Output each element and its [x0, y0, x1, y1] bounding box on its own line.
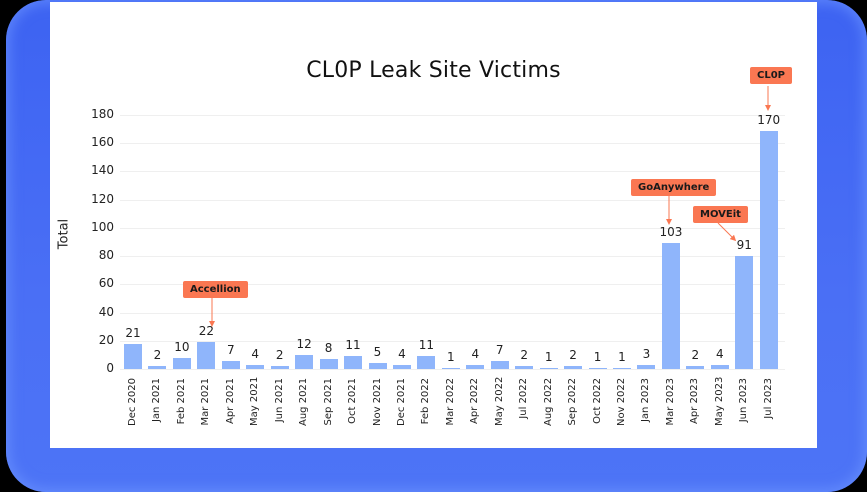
y-tick-label: 80 — [98, 248, 114, 263]
gridline — [120, 340, 785, 342]
bar-value-label: 4 — [251, 346, 260, 361]
gridline — [120, 312, 785, 314]
bar-value-label: 12 — [296, 336, 312, 351]
bar — [172, 357, 191, 369]
bar-value-label: 2 — [275, 348, 284, 363]
bar-value-label: 8 — [324, 341, 333, 356]
bar-value-label: 4 — [398, 346, 406, 361]
bar-value-label: 22 — [198, 324, 214, 339]
bar-value-label: 3 — [642, 346, 651, 361]
bar — [759, 130, 778, 369]
y-tick-label: 60 — [98, 276, 114, 291]
bar-value-label: 2 — [569, 348, 577, 363]
bar-value-label: 1 — [447, 349, 455, 364]
bar — [417, 356, 436, 369]
gridline — [120, 369, 785, 370]
bar-value-label: 2 — [520, 348, 528, 363]
bar-value-label: 91 — [736, 238, 752, 253]
bar — [613, 367, 631, 369]
bar-value-label: 4 — [715, 346, 724, 361]
gridline — [120, 115, 785, 116]
chart-card — [50, 2, 817, 448]
bar-value-label: 1 — [593, 349, 602, 364]
bar-value-label: 7 — [495, 342, 504, 357]
bar — [270, 366, 289, 369]
bar — [710, 364, 729, 369]
bar — [246, 364, 265, 369]
bar — [392, 364, 411, 369]
y-tick-label: 140 — [91, 163, 114, 178]
bar — [319, 359, 338, 369]
annotation-moveit: MOVEit — [693, 206, 748, 223]
y-tick-label: 160 — [91, 135, 114, 150]
bar — [295, 354, 314, 369]
bar-value-label: 4 — [471, 346, 480, 361]
bar-value-label: 170 — [757, 112, 781, 127]
bar — [124, 343, 142, 369]
bar-value-label: 10 — [174, 339, 190, 354]
bar — [490, 360, 509, 369]
gridline — [120, 284, 785, 286]
bar-value-label: 11 — [345, 338, 361, 353]
bar — [221, 360, 240, 369]
y-tick-label: 0 — [106, 361, 114, 375]
bar — [588, 367, 607, 369]
chart-title: CL0P Leak Site Victims — [306, 58, 561, 83]
gridline — [120, 256, 785, 258]
bar-value-label: 2 — [691, 348, 700, 363]
bar-value-label: 21 — [125, 325, 141, 340]
bar-value-label: 7 — [226, 342, 235, 357]
bar — [637, 364, 656, 369]
bar-value-label: 103 — [659, 225, 683, 240]
bar-value-label: 11 — [418, 338, 435, 353]
bar — [368, 363, 387, 369]
bar — [515, 366, 534, 369]
bar — [441, 367, 460, 369]
annotation-goanywhere: GoAnywhere — [631, 179, 717, 196]
y-tick-label: 20 — [98, 332, 114, 347]
y-tick-label: 120 — [91, 191, 114, 206]
gridline — [120, 171, 785, 173]
bar-value-label: 2 — [153, 348, 162, 363]
bar — [148, 366, 167, 369]
y-tick-label: 180 — [91, 107, 114, 121]
bar — [466, 364, 485, 369]
bar — [564, 366, 583, 369]
bar — [735, 256, 754, 369]
bar — [686, 366, 705, 369]
bar — [661, 243, 680, 369]
y-tick-label: 40 — [98, 304, 114, 319]
bar-value-label: 1 — [618, 349, 626, 364]
bar-value-label: 1 — [544, 349, 553, 364]
bar — [344, 356, 363, 369]
bar-value-label: 5 — [373, 345, 382, 360]
gridline — [120, 199, 785, 201]
gridline — [120, 143, 785, 145]
bar — [539, 367, 558, 369]
gridline — [120, 227, 785, 229]
bar — [197, 342, 216, 369]
y-tick-label: 100 — [91, 219, 114, 234]
annotation-clop: CL0P — [750, 67, 792, 84]
annotation-accellion: Accellion — [183, 281, 248, 298]
